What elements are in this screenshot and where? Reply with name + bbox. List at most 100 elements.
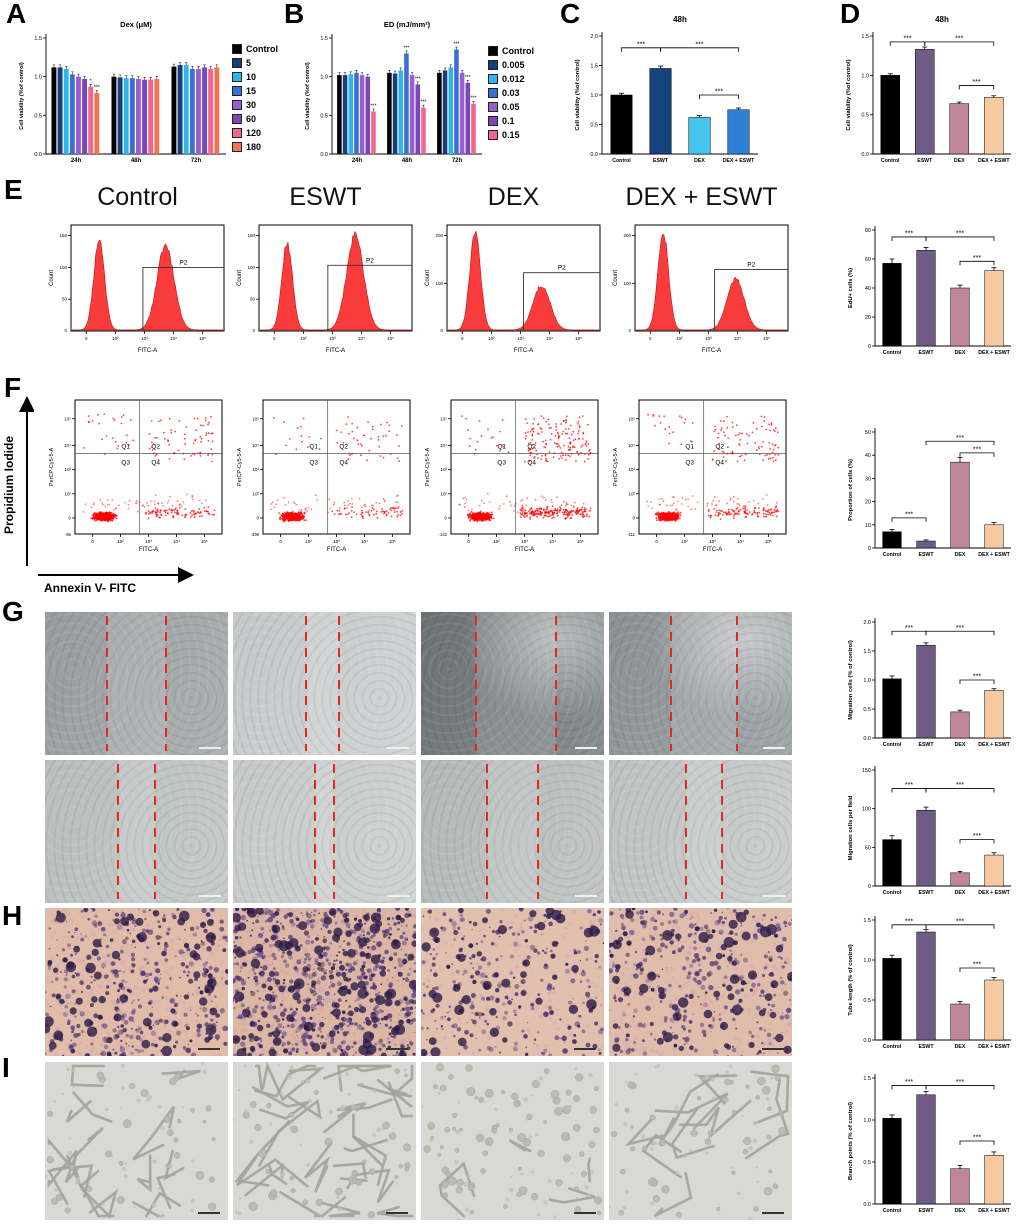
svg-text:0: 0 [252,328,255,333]
svg-text:Q3: Q3 [121,460,130,467]
legend-swatch [232,72,242,82]
f-y-axis-arrow: Propidium Iodide [2,396,34,566]
svg-text:Cell viability (%of control): Cell viability (%of control) [305,62,311,130]
svg-text:10²: 10² [440,491,447,496]
svg-text:48h: 48h [935,15,949,24]
svg-text:10⁵: 10⁵ [201,539,208,544]
flow-scatter-plot: Q1 Q2 Q3 Q4 0 10² 10³ 10⁴ 10⁵ -142 0 10² 10³ 10⁴ 10⁵ FI… [425,399,599,553]
svg-text:Q1: Q1 [497,444,506,451]
svg-text:200: 200 [623,233,631,238]
svg-text:-142: -142 [439,532,448,537]
tube-image-dex [421,1062,604,1220]
p2-gate [523,272,600,331]
bar-DEX + ESWT [984,690,1004,739]
svg-text:Q2: Q2 [339,444,348,451]
svg-text:***: *** [905,625,913,632]
svg-text:150: 150 [59,233,67,238]
bar-0.1 [365,76,371,154]
svg-text:10³: 10³ [705,336,712,341]
svg-text:0.5: 0.5 [861,113,869,119]
svg-text:10⁴: 10⁴ [440,443,447,448]
chart-migration-per-field: 0 50 100 150 Migration cells per field Contro… [845,756,1015,906]
wound-edge-line [117,764,120,899]
svg-text:10⁴: 10⁴ [358,336,365,341]
flow-scatter-dex: Q1 Q2 Q3 Q4 0 10² 10³ 10⁴ 10⁵ -142 0 10² 10³ 10⁴ 10⁵ FI… [421,396,606,564]
svg-text:0.0: 0.0 [320,152,328,158]
svg-text:0: 0 [628,328,631,333]
column-title-dex-eswt: DEX + ESWT [625,183,778,211]
svg-text:1.5: 1.5 [34,36,42,42]
wound-edge-line [721,764,724,899]
bar-0.012 [448,67,454,154]
svg-text:150: 150 [247,233,255,238]
flow-histogram-plot: P2 100 200 0 0 10² 10³ 10⁴ 10⁵ FITC-A Count [613,224,789,354]
svg-text:10³: 10³ [252,467,259,472]
legend-item-Control: Control [232,44,278,54]
flow-histogram-plot: P2 100 200 0 0 10² 10³ 10⁴ 10⁵ FITC-A Count [425,224,601,354]
bar-Control [882,1118,902,1205]
legend-item-0.012: 0.012 [488,74,534,84]
svg-text:10²: 10² [493,539,500,544]
panel-label-b: B [284,0,305,29]
bar-0.05 [409,75,415,154]
histogram-curve [72,239,223,331]
tube-network [421,1062,604,1220]
tube-network [609,1062,792,1220]
wound-edge-line [106,616,109,751]
svg-text:10⁵: 10⁵ [575,336,582,341]
bar-0.15 [371,111,376,154]
scale-bar [574,1048,596,1050]
svg-text:20: 20 [865,500,871,506]
flow-scatter-plot: Q1 Q2 Q3 Q4 0 10² 10³ 10⁴ 10⁵ -86 0 10² 10³ 10⁴ 10⁵ FIT… [49,399,223,553]
svg-text:100: 100 [59,265,67,270]
bar-DEX [949,103,969,155]
svg-text:DEX: DEX [955,742,966,748]
svg-text:Q2: Q2 [151,444,160,451]
histogram-curve [448,230,599,331]
chart-48h-viability-blue: 48h 0.0 0.5 1.0 1.5 2.0 Cell viability (%of co… [572,12,762,174]
svg-text:10⁵: 10⁵ [577,539,584,544]
svg-text:60: 60 [865,257,871,263]
svg-text:48h: 48h [402,158,413,164]
scale-bar [574,1212,596,1214]
svg-text:Control: Control [883,890,902,896]
svg-text:2.0: 2.0 [590,34,598,40]
bar-ESWT [916,644,936,739]
wound-image-dex-eswt-row2 [609,760,792,903]
svg-text:10³: 10³ [64,467,71,472]
svg-text:Q2: Q2 [715,444,724,451]
wound-image-dex-row1 [421,612,604,755]
wound-image-dex-eswt-row1 [609,612,792,755]
bar-0.1 [465,82,471,154]
svg-text:EdU+ cells (%): EdU+ cells (%) [848,268,854,308]
svg-text:24h: 24h [71,158,82,164]
svg-text:Count: Count [425,270,431,286]
wound-edge-line [474,616,477,751]
wound-area [107,612,166,755]
svg-text:100: 100 [247,265,255,270]
transwell-stain [609,908,792,1056]
legend-label: 15 [246,86,257,96]
legend-ed-dose: Control 0.005 0.012 0.03 0.05 0.1 0.15 [488,46,534,140]
bar-Control [171,66,177,154]
bar-chart: 0 20 40 60 80 EdU+ cells (%) Control ESWT DEX DEX… [848,226,1011,356]
svg-text:0: 0 [868,344,871,350]
svg-text:***: *** [955,35,963,42]
svg-text:DEX + ESWT: DEX + ESWT [978,742,1010,748]
svg-text:0.0: 0.0 [863,736,871,742]
svg-text:P2: P2 [366,257,374,264]
legend-item-0.005: 0.005 [488,60,534,70]
scale-bar [198,1212,220,1214]
legend-item-30: 30 [232,100,278,110]
wound-image-dex-row2 [421,760,604,903]
transwell-stain [45,908,228,1056]
tube-image-dex-eswt [609,1062,792,1220]
svg-text:FITC-A: FITC-A [326,348,345,354]
svg-text:10³: 10³ [141,336,148,341]
svg-text:10⁴: 10⁴ [546,336,553,341]
scale-bar [762,1212,784,1214]
bar-Control [387,72,392,154]
bar-60 [142,79,148,154]
bar-ESWT [916,809,936,887]
svg-text:FITC-A: FITC-A [138,348,157,354]
